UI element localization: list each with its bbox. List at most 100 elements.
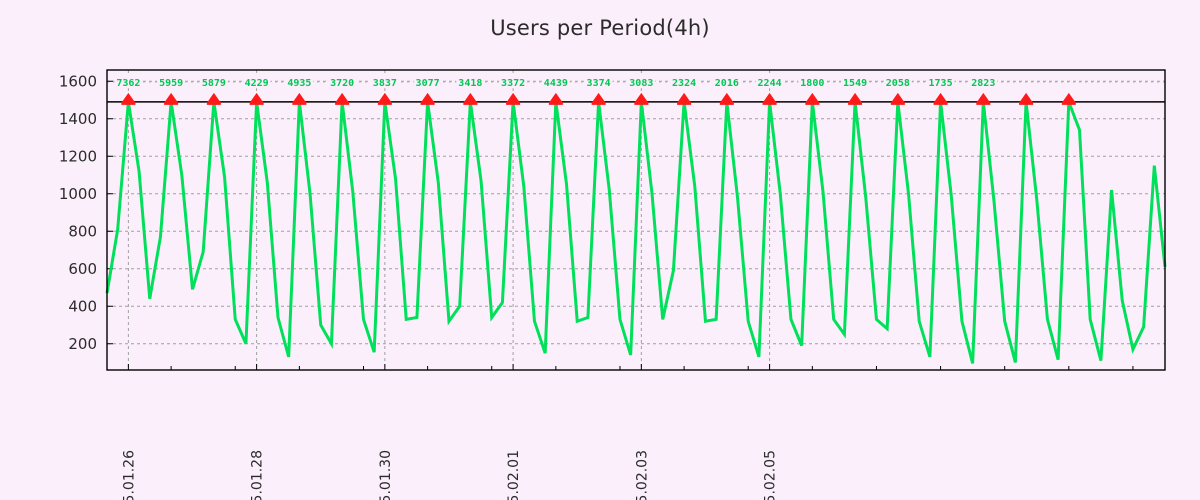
peak-label-backdrop: [456, 75, 485, 89]
peak-label-backdrop: [670, 75, 699, 89]
peak-value-label: 2058: [886, 78, 910, 89]
peak-marker-base: [463, 101, 478, 105]
x-axis-tick-label: 2025.02.01: [506, 450, 522, 500]
peak-marker-base: [420, 101, 435, 105]
peak-label-backdrop: [328, 75, 357, 89]
peak-marker-base: [677, 101, 692, 105]
peak-label-backdrop: [798, 75, 827, 89]
peak-marker-triangle: [762, 92, 777, 103]
peak-label-backdrop: [157, 75, 186, 89]
peak-label-backdrop: [627, 75, 656, 89]
y-axis-tick-label: 600: [68, 260, 97, 278]
y-axis-tick-label: 1400: [59, 110, 97, 128]
peak-label-backdrop: [370, 75, 399, 89]
peak-value-label: 7362: [116, 78, 140, 89]
peak-marker-triangle: [805, 92, 820, 103]
peak-marker-triangle: [976, 92, 991, 103]
peak-marker-triangle: [848, 92, 863, 103]
peak-value-label: 2016: [715, 78, 739, 89]
peak-marker-triangle: [548, 92, 563, 103]
y-axis-tick-label: 400: [68, 297, 97, 315]
peak-marker-base: [890, 101, 905, 105]
peak-value-label: 4935: [287, 78, 311, 89]
peak-marker-base: [848, 101, 863, 105]
x-axis-tick-label: 2025.01.30: [378, 450, 394, 500]
peak-label-backdrop: [755, 75, 784, 89]
peak-value-label: 3720: [330, 78, 354, 89]
y-axis-tick-label: 1200: [59, 147, 97, 165]
y-axis-tick-label: 800: [68, 222, 97, 240]
peak-marker-base: [1019, 101, 1034, 105]
peak-value-label: 2244: [758, 78, 782, 89]
peak-marker-triangle: [677, 92, 692, 103]
peak-marker-triangle: [1019, 92, 1034, 103]
peak-value-label: 1735: [929, 78, 953, 89]
peak-label-backdrop: [841, 75, 870, 89]
peak-marker-base: [762, 101, 777, 105]
plot-axis-frame: [106, 69, 1166, 371]
peak-marker-triangle: [206, 92, 221, 103]
peak-value-label: 5879: [202, 78, 226, 89]
peak-marker-base: [121, 101, 136, 105]
peak-marker-base: [292, 101, 307, 105]
y-axis-tick-label: 200: [68, 335, 97, 353]
peak-marker-base: [591, 101, 606, 105]
peak-marker-base: [719, 101, 734, 105]
peak-label-backdrop: [883, 75, 912, 89]
peak-value-label: 3077: [416, 78, 440, 89]
peak-marker-base: [206, 101, 221, 105]
data-series-line: [105, 101, 1167, 364]
peak-value-label: 2823: [971, 78, 995, 89]
peak-marker-triangle: [890, 92, 905, 103]
peak-marker-base: [1061, 101, 1076, 105]
peak-value-label: 5959: [159, 78, 183, 89]
x-axis-tick-label: 2025.01.28: [250, 450, 266, 500]
peak-marker-triangle: [420, 92, 435, 103]
peak-label-backdrop: [242, 75, 271, 89]
peak-marker-triangle: [377, 92, 392, 103]
peak-label-backdrop: [584, 75, 613, 89]
peak-value-label: 3418: [458, 78, 482, 89]
peak-value-label: 3372: [501, 78, 525, 89]
peak-label-backdrop: [541, 75, 570, 89]
peak-value-label: 4229: [245, 78, 269, 89]
peak-marker-base: [164, 101, 179, 105]
peak-value-label: 3837: [373, 78, 397, 89]
peak-marker-triangle: [164, 92, 179, 103]
peak-marker-base: [933, 101, 948, 105]
x-axis-tick-label: 2025.02.05: [763, 450, 779, 500]
peak-marker-base: [548, 101, 563, 105]
peak-label-backdrop: [285, 75, 314, 89]
peak-value-label: 1800: [800, 78, 824, 89]
peak-marker-triangle: [335, 92, 350, 103]
y-axis-tick-label: 1600: [59, 72, 97, 90]
peak-label-backdrop: [969, 75, 998, 89]
peak-marker-base: [377, 101, 392, 105]
peak-marker-triangle: [121, 92, 136, 103]
peak-value-label: 2324: [672, 78, 696, 89]
peak-marker-triangle: [719, 92, 734, 103]
peak-label-backdrop: [199, 75, 228, 89]
peak-marker-triangle: [506, 92, 521, 103]
peak-label-backdrop: [499, 75, 528, 89]
peak-marker-triangle: [591, 92, 606, 103]
peak-marker-triangle: [292, 92, 307, 103]
peak-label-backdrop: [413, 75, 442, 89]
peak-value-label: 4439: [544, 78, 568, 89]
peak-marker-base: [976, 101, 991, 105]
peak-marker-triangle: [634, 92, 649, 103]
page-title: Users per Period(4h): [490, 16, 710, 40]
x-axis-tick-label: 2025.01.26: [121, 450, 137, 500]
peak-label-backdrop: [114, 75, 143, 89]
peak-marker-base: [335, 101, 350, 105]
peak-marker-triangle: [249, 92, 264, 103]
peak-marker-triangle: [933, 92, 948, 103]
peak-value-label: 3374: [587, 78, 611, 89]
peak-label-backdrop: [926, 75, 955, 89]
peak-value-label: 3083: [629, 78, 653, 89]
peak-marker-triangle: [463, 92, 478, 103]
y-axis-tick-label: 1000: [59, 185, 97, 203]
peak-marker-base: [506, 101, 521, 105]
